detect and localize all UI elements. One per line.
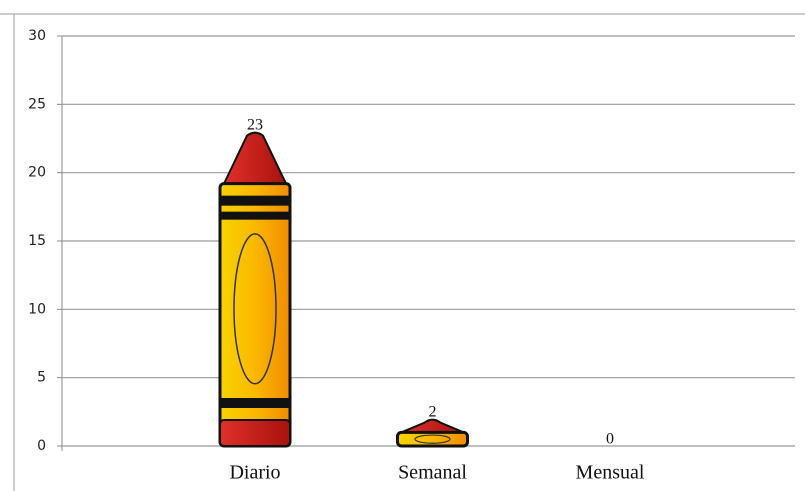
crayon-tip <box>222 131 288 185</box>
crayon-body <box>396 430 469 448</box>
y-tick-label: 20 <box>28 165 46 181</box>
crayon-bar <box>396 418 469 448</box>
x-tick-label: Diario <box>229 462 280 484</box>
crayon-band <box>220 211 290 220</box>
y-tick-label: 15 <box>28 233 46 249</box>
y-tick-label: 25 <box>28 96 46 112</box>
crayon-tip <box>401 418 464 434</box>
crayon-label <box>233 233 277 385</box>
crayon-band <box>220 398 290 408</box>
y-tick-label: 5 <box>37 370 46 386</box>
crayon-label <box>414 434 451 444</box>
data-label: 2 <box>429 403 437 420</box>
x-tick-label: Mensual <box>576 462 645 484</box>
data-label: 0 <box>606 431 614 448</box>
crayon-bar <box>218 131 292 448</box>
crayon-base <box>219 419 291 447</box>
y-tick-label: 10 <box>28 301 46 317</box>
x-tick-label: Semanal <box>398 462 467 484</box>
y-tick-label: 0 <box>37 438 46 454</box>
crayon-band <box>220 195 290 206</box>
y-tick-label: 30 <box>28 28 46 44</box>
data-label: 23 <box>247 116 263 133</box>
